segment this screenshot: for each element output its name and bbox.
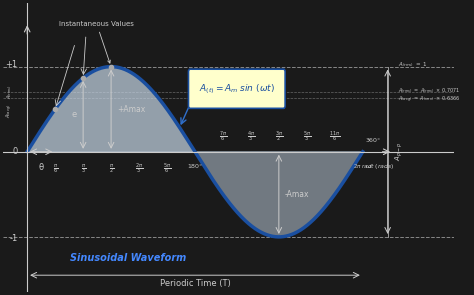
Text: Periodic Time (T): Periodic Time (T) xyxy=(160,279,230,289)
Text: $\omega t\ (rads)$: $\omega t\ (rads)$ xyxy=(365,162,394,171)
Text: $180°$: $180°$ xyxy=(187,162,203,170)
Text: $A_{(rms)}\ =\ 1$: $A_{(rms)}\ =\ 1$ xyxy=(398,61,428,69)
Text: $A_{(avg)}\ =\ A_{(rms)}\ \times\ 0.6366$: $A_{(avg)}\ =\ A_{(rms)}\ \times\ 0.6366… xyxy=(398,95,461,105)
Text: $\frac{5\pi}{6}$: $\frac{5\pi}{6}$ xyxy=(163,162,171,176)
Text: $A_{(t)} = A_m\ sin\ (\omega t)$: $A_{(t)} = A_m\ sin\ (\omega t)$ xyxy=(199,82,275,96)
Text: -1: -1 xyxy=(9,234,18,243)
Text: $\frac{11\pi}{6}$: $\frac{11\pi}{6}$ xyxy=(329,130,340,144)
Text: +Amax: +Amax xyxy=(118,105,146,114)
Text: $\frac{\pi}{2}$: $\frac{\pi}{2}$ xyxy=(109,162,114,175)
Text: $360°$: $360°$ xyxy=(365,136,382,144)
Text: $A_{(avg)}$: $A_{(avg)}$ xyxy=(5,104,15,118)
Text: $A_{(rms)}\ =\ A_{(rms)}\ \times\ 0.7071$: $A_{(rms)}\ =\ A_{(rms)}\ \times\ 0.7071… xyxy=(398,87,460,95)
Text: $\frac{\pi}{3}$: $\frac{\pi}{3}$ xyxy=(81,162,86,175)
Text: θ: θ xyxy=(38,163,44,173)
Text: $\frac{2\pi}{3}$: $\frac{2\pi}{3}$ xyxy=(135,162,143,176)
Text: $A_{p-p}$: $A_{p-p}$ xyxy=(393,142,404,161)
Text: $A_{(rms)}$: $A_{(rms)}$ xyxy=(6,84,14,99)
Text: e: e xyxy=(72,110,77,119)
Text: $\frac{4\pi}{3}$: $\frac{4\pi}{3}$ xyxy=(247,130,255,144)
FancyBboxPatch shape xyxy=(189,69,285,108)
Text: $\frac{3\pi}{2}$: $\frac{3\pi}{2}$ xyxy=(275,130,283,144)
Text: $\frac{\pi}{6}$: $\frac{\pi}{6}$ xyxy=(53,162,58,175)
Text: $\frac{7\pi}{6}$: $\frac{7\pi}{6}$ xyxy=(219,130,227,144)
Text: -Amax: -Amax xyxy=(284,190,309,199)
Text: 0: 0 xyxy=(12,147,18,156)
Text: Sinusoidal Waveform: Sinusoidal Waveform xyxy=(70,253,186,263)
Text: $2\pi\ rad$: $2\pi\ rad$ xyxy=(353,162,373,170)
Text: $\frac{5\pi}{3}$: $\frac{5\pi}{3}$ xyxy=(303,130,311,144)
Text: Instantaneous Values: Instantaneous Values xyxy=(59,21,134,63)
Text: +1: +1 xyxy=(6,60,18,69)
